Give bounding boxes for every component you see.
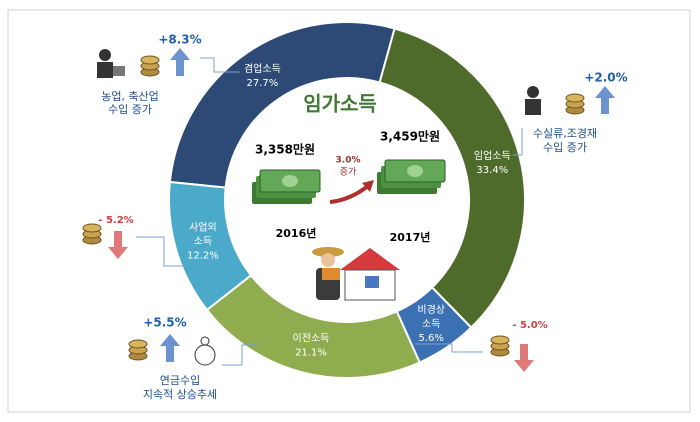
amount: 3,358만원 xyxy=(255,142,315,157)
year: 2017년 xyxy=(390,230,431,244)
leader xyxy=(222,344,258,366)
leader xyxy=(136,236,186,267)
change: 3.0% xyxy=(336,156,361,166)
person-icon xyxy=(97,49,125,78)
money-icon xyxy=(251,169,321,205)
donut-segment xyxy=(168,180,253,312)
segment-label: 겸업소득 xyxy=(244,62,281,75)
value-label: 5.6% xyxy=(419,333,444,344)
leader xyxy=(200,57,240,73)
coin-icon xyxy=(128,339,148,361)
change-label: - 5.2% xyxy=(98,215,133,226)
coin-icon xyxy=(490,335,510,357)
segment-label: 소득 xyxy=(194,236,212,248)
money-bag-icon xyxy=(194,336,216,366)
segment-label: 임업소득 xyxy=(474,149,511,162)
arrow xyxy=(329,184,370,204)
desc: 수입 증가 xyxy=(108,103,152,116)
value-label: 12.2% xyxy=(187,251,219,262)
money-icon xyxy=(376,159,446,195)
farmer-house-icon xyxy=(312,247,400,301)
change-label: +5.5% xyxy=(143,316,186,330)
change-label: +2.0% xyxy=(584,71,627,85)
year: 2016년 xyxy=(276,226,317,240)
leader xyxy=(415,343,483,353)
desc: 수실류,조경재 xyxy=(533,127,597,140)
donut-segment xyxy=(378,27,526,329)
desc: 농업, 축산업 xyxy=(101,90,159,103)
arrow-head xyxy=(362,180,374,192)
segment-label: 사업외 xyxy=(189,221,217,234)
value-label: 33.4% xyxy=(476,165,508,176)
coin-icon xyxy=(565,93,585,115)
desc: 수입 증가 xyxy=(543,141,587,154)
change-label: - 5.0% xyxy=(512,320,547,331)
value-label: 21.1% xyxy=(295,348,327,359)
person-icon xyxy=(525,86,541,115)
desc: 지속적 상승추세 xyxy=(143,388,217,401)
leader xyxy=(513,128,523,156)
segment-label: 이전소득 xyxy=(293,333,330,345)
change-label: +8.3% xyxy=(158,33,201,47)
value-label: 27.7% xyxy=(246,78,278,89)
coin-icon xyxy=(140,55,160,77)
desc: 연금수입 xyxy=(160,374,200,387)
change: 증가 xyxy=(340,167,357,178)
chart-title: 임가소득 xyxy=(303,92,377,116)
segment-label: 소득 xyxy=(422,318,440,330)
amount: 3,459만원 xyxy=(380,129,440,144)
coin-icon xyxy=(82,223,102,245)
segment-label: 비경상 xyxy=(417,303,445,316)
